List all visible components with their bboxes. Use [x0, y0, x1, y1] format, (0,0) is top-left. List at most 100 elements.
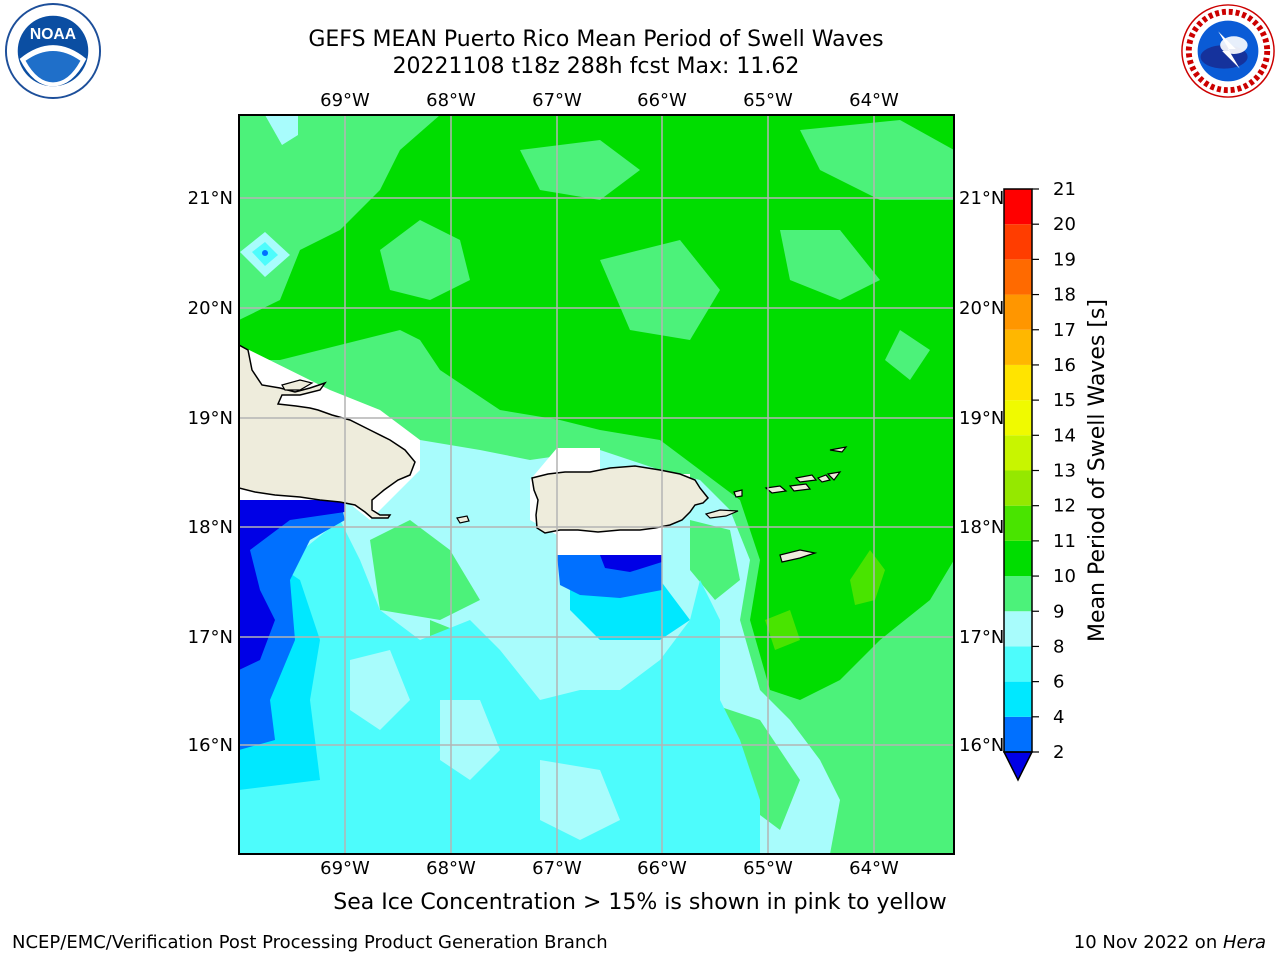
st-john-island: [788, 483, 812, 492]
footer-date-text: 10 Nov 2022 on: [1073, 932, 1223, 953]
colorbar-tick-label: 9: [1053, 601, 1064, 622]
lat-tick-left: 17°N: [188, 627, 233, 648]
colorbar-tick-label: 20: [1053, 214, 1076, 235]
chart-title: GEFS MEAN Puerto Rico Mean Period of Swe…: [308, 27, 884, 52]
lat-tick-right: 19°N: [959, 408, 1004, 429]
virgin-gorda-island: [816, 474, 832, 483]
colorbar-segment: [1004, 435, 1032, 471]
colorbar-tick-label: 12: [1053, 496, 1076, 517]
colorbar-segment: [1004, 505, 1032, 541]
lon-tick-bottom: 68°W: [426, 858, 476, 879]
colorbar-segment: [1004, 364, 1032, 401]
lon-tick-top: 67°W: [532, 90, 582, 111]
colorbar-tick-label: 18: [1053, 285, 1076, 306]
contour-2-4-patch: [262, 250, 268, 256]
small-island: [829, 446, 848, 453]
st-thomas-island: [764, 485, 788, 494]
anegada-island: [826, 471, 842, 481]
colorbar-segment: [1004, 224, 1032, 260]
colorbar-tick-label: 10: [1053, 566, 1076, 587]
contour-8-9-patch: [540, 760, 620, 840]
contour-fill: [239, 115, 954, 854]
colorbar-segment: [1004, 294, 1032, 330]
contour-9-10-patch: [780, 230, 880, 300]
lon-tick-bottom: 69°W: [320, 858, 370, 879]
lon-tick-top: 64°W: [849, 90, 899, 111]
contour-9-10-patch: [885, 330, 930, 380]
lon-tick-bottom: 67°W: [532, 858, 582, 879]
culebra-island: [733, 489, 743, 498]
colorbar-tick-label: 4: [1053, 707, 1064, 728]
colorbar-tick-label: 17: [1053, 320, 1076, 341]
colorbar-segment: [1004, 329, 1032, 365]
nws-logo: [1181, 4, 1275, 98]
colorbar-tick-label: 11: [1053, 531, 1076, 552]
colorbar-tick-label: 6: [1053, 672, 1064, 693]
colorbar-segment: [1004, 716, 1032, 752]
contour-8-9-patch: [265, 115, 298, 145]
lat-tick-right: 17°N: [959, 627, 1004, 648]
tortuga-island: [281, 379, 314, 391]
lat-tick-left: 20°N: [188, 298, 233, 319]
colorbar-tick-label: 21: [1053, 179, 1076, 200]
colorbar-segment: [1004, 259, 1032, 295]
contour-9-10-patch: [380, 220, 470, 300]
colorbar: 2 4 6 8 9 10 11 12 13 14 15 16 17 18 19 20 21: [1002, 179, 1076, 782]
colorbar-extend-min: [1002, 751, 1034, 782]
colorbar-tick-label: 2: [1053, 742, 1064, 763]
puerto-rico-land: [531, 465, 710, 534]
contour-6-8: [239, 520, 760, 854]
lon-tick-top: 66°W: [637, 90, 687, 111]
noaa-logo: NOAA: [4, 2, 102, 100]
colorbar-tick-label: 19: [1053, 249, 1076, 270]
mona-island: [456, 515, 470, 524]
vieques-island: [704, 509, 739, 519]
lat-tick-right: 16°N: [959, 735, 1004, 756]
lat-tick-right: 21°N: [959, 188, 1004, 209]
contour-9-10-patch: [520, 140, 640, 200]
contour-11-12: [850, 550, 885, 605]
lat-tick-right: 18°N: [959, 517, 1004, 538]
lon-tick-top: 65°W: [743, 90, 793, 111]
lat-tick-left: 21°N: [188, 188, 233, 209]
gridlines: [239, 115, 954, 854]
contour-under-2: [239, 500, 345, 670]
contour-9-10-patch: [800, 120, 954, 200]
contour-11-12: [765, 610, 800, 650]
colorbar-tick-label: 14: [1053, 425, 1076, 446]
lat-tick-left: 18°N: [188, 517, 233, 538]
contour-under-2: [600, 555, 662, 572]
colorbar-segment: [1004, 470, 1032, 506]
footer-host: Hera: [1222, 932, 1266, 953]
lon-tick-top: 68°W: [426, 90, 476, 111]
contour-2-4: [239, 500, 345, 750]
colorbar-tick-label: 13: [1053, 461, 1076, 482]
colorbar-tick-label: 8: [1053, 636, 1064, 657]
colorbar-segment: [1004, 189, 1032, 225]
colorbar-label: Mean Period of Swell Waves [s]: [1084, 298, 1110, 642]
map-frame: [238, 114, 955, 855]
colorbar-segment: [1004, 400, 1032, 436]
lon-tick-top: 69°W: [320, 90, 370, 111]
lat-tick-right: 20°N: [959, 298, 1004, 319]
tortola-island: [794, 474, 818, 483]
colorbar-segment: [1004, 611, 1032, 647]
sea-ice-caption: Sea Ice Concentration > 15% is shown in …: [333, 890, 947, 915]
footer-date: 10 Nov 2022 on Hera: [1074, 932, 1266, 953]
colorbar-tick-label: 16: [1053, 355, 1076, 376]
noaa-logo-text: NOAA: [30, 26, 76, 43]
contour-9-10-patch: [370, 520, 480, 620]
contour-9-10-patch: [600, 240, 720, 340]
colorbar-segment: [1004, 576, 1032, 612]
lat-tick-left: 19°N: [188, 408, 233, 429]
colorbar-segment: [1004, 681, 1032, 717]
lon-tick-bottom: 64°W: [849, 858, 899, 879]
lon-tick-bottom: 66°W: [637, 858, 687, 879]
chart-subtitle: 20221108 t18z 288h fcst Max: 11.62: [392, 54, 800, 79]
colorbar-segment: [1004, 540, 1032, 577]
contour-9-10-patch: [690, 520, 740, 600]
contour-8-9-patch: [440, 700, 500, 780]
st-croix-island: [779, 549, 818, 563]
contour-8-9-patch: [350, 650, 410, 730]
